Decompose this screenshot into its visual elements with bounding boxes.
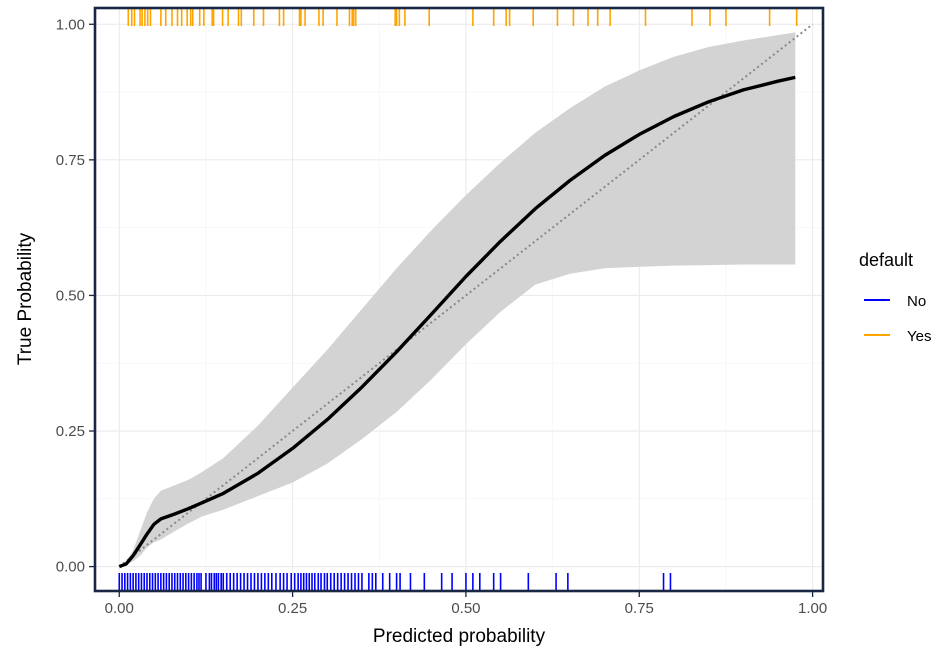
- y-tick-label: 1.00: [56, 16, 85, 33]
- legend: default No Yes: [859, 250, 931, 345]
- x-axis-title: Predicted probability: [373, 626, 546, 647]
- reference-line-layer: [118, 23, 814, 568]
- calibration-curve: [118, 75, 796, 569]
- legend-label-yes: Yes: [907, 328, 931, 345]
- axes: 0.00 0.25 0.50 0.75 1.00 0.00 0.25 0.50 0.75 1.00: [56, 16, 827, 617]
- y-axis-title: True Probability: [15, 232, 36, 365]
- y-tick-label: 0.75: [56, 152, 85, 169]
- x-tick-label: 0.50: [451, 600, 480, 617]
- legend-title: default: [859, 250, 913, 270]
- calibration-curve-layer: [118, 75, 796, 569]
- x-tick-label: 0.25: [278, 600, 307, 617]
- x-tick-label: 1.00: [798, 600, 827, 617]
- confidence-band: [119, 32, 796, 567]
- confidence-band-layer: [119, 32, 796, 567]
- y-tick-label: 0.00: [56, 559, 85, 576]
- legend-label-no: No: [907, 293, 926, 310]
- rug-layer: [118, 9, 798, 590]
- y-tick-label: 0.25: [56, 423, 85, 440]
- x-tick-label: 0.00: [105, 600, 134, 617]
- panel-border: [93, 6, 825, 593]
- reference-diagonal: [118, 23, 814, 568]
- x-tick-label: 0.75: [625, 600, 654, 617]
- y-tick-label: 0.50: [56, 287, 85, 304]
